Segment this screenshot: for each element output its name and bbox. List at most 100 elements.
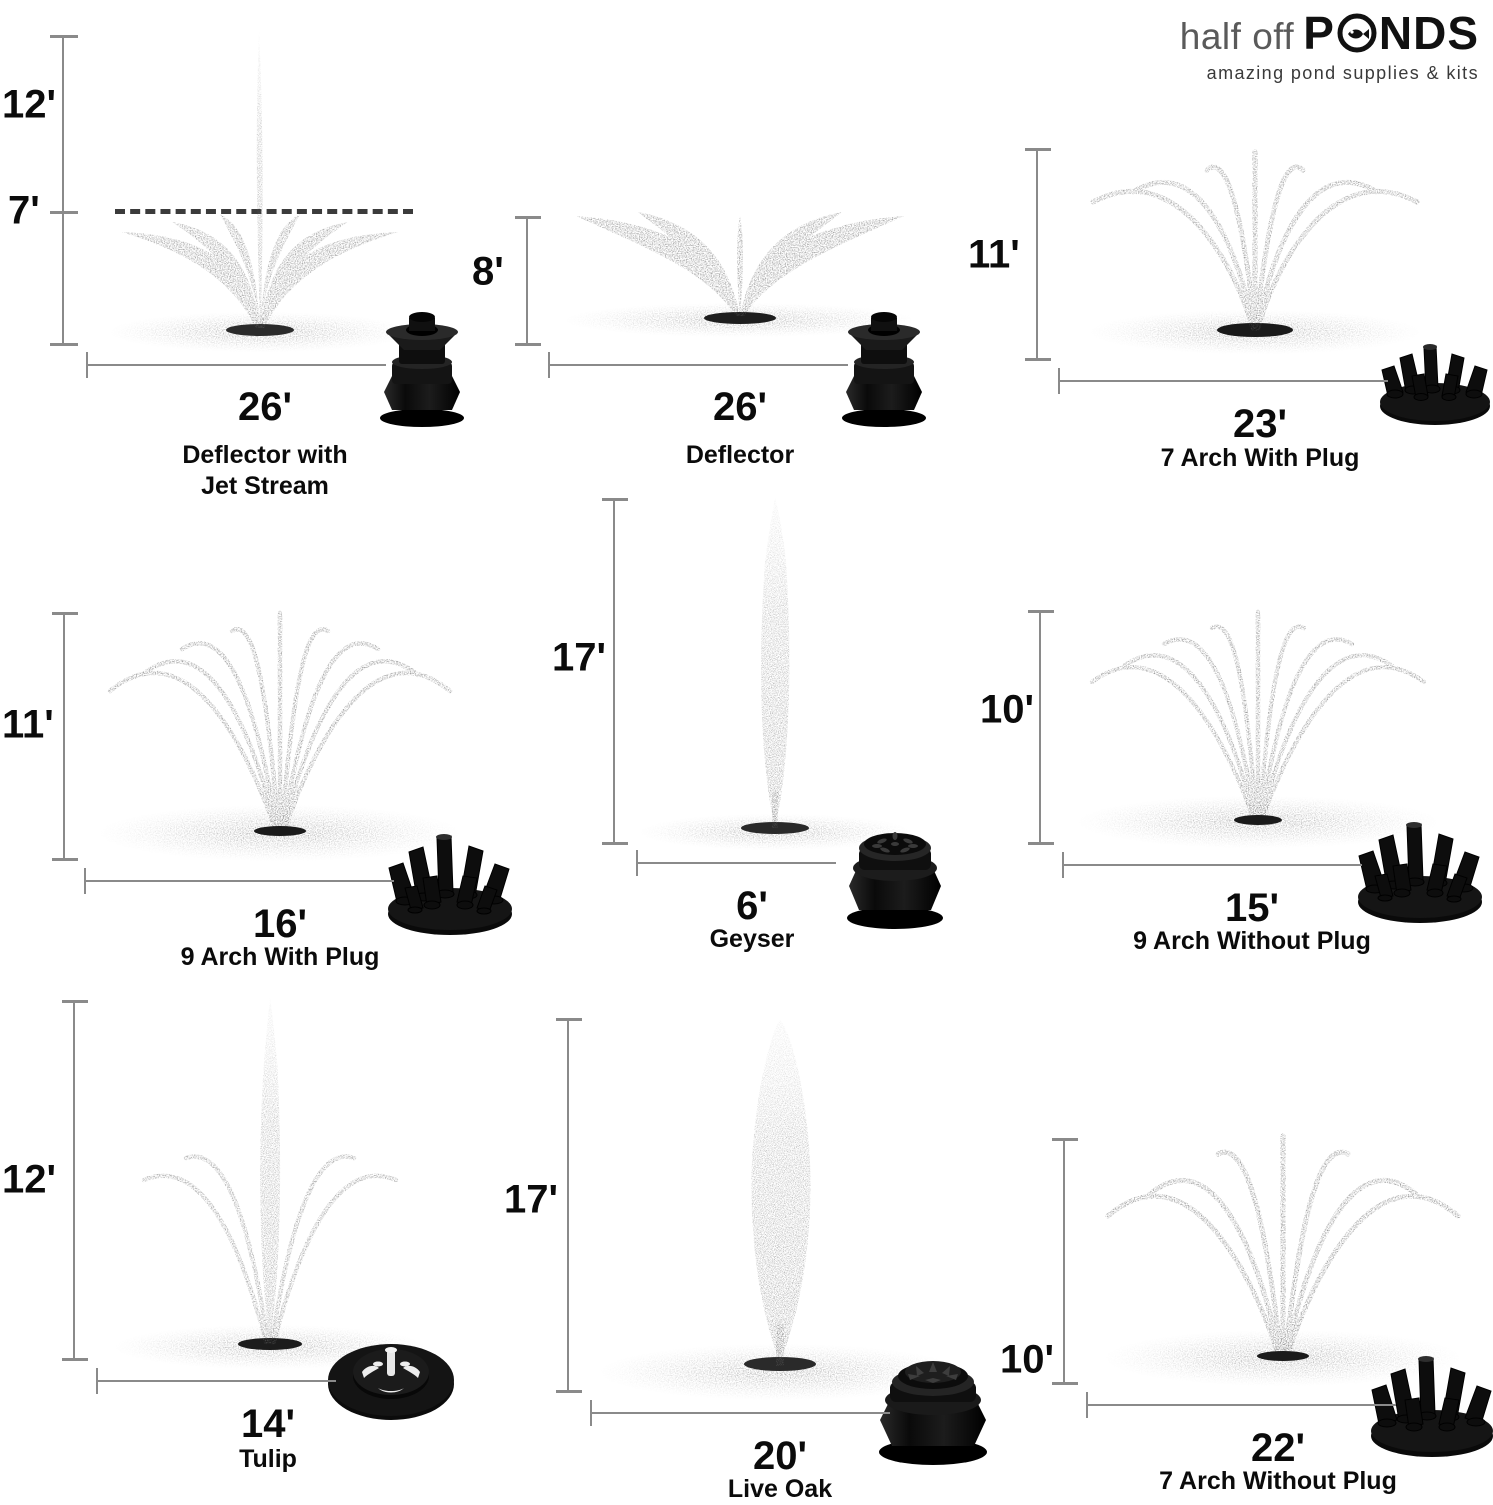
height-label: 12' — [2, 1157, 57, 1202]
pattern-name-line1: Geyser — [709, 925, 795, 953]
arch-nozzle-icon — [388, 834, 512, 935]
width-label: 20' — [752, 1434, 808, 1478]
live-oak-slots — [908, 1362, 958, 1383]
panel-deflector: 8' 26' Deflector — [470, 0, 950, 500]
pattern-name-line1: Deflector — [685, 441, 795, 469]
ruler-cap-bottom — [1052, 1382, 1078, 1385]
pattern-name-line1: 7 Arch With Plug — [1160, 444, 1360, 472]
height-ruler — [526, 216, 528, 345]
panel-9-arch-with-plug: 11' — [0, 580, 520, 980]
deflector-nozzle-icon — [380, 312, 464, 427]
height-ruler — [63, 612, 65, 860]
brand-name-thin: half off — [1179, 16, 1295, 57]
pattern-name-line1: Deflector with — [182, 441, 348, 469]
pattern-name: 7 Arch With Plug — [1161, 443, 1360, 474]
pattern-name: Tulip — [239, 1444, 297, 1475]
live-oak-nozzle-icon — [879, 1361, 987, 1465]
width-ruler — [84, 880, 394, 882]
geyser-slots — [872, 832, 918, 853]
height-ruler — [73, 1000, 75, 1360]
panel-deflector-jet-stream: 12' 7' 26' Deflector with — [0, 0, 480, 500]
pattern-name: 9 Arch Without Plug — [1133, 926, 1371, 957]
pattern-name-line1: 9 Arch Without Plug — [1133, 927, 1371, 955]
height-ruler — [1039, 610, 1041, 844]
ruler-cap-bottom — [62, 1358, 88, 1361]
height-ruler — [1036, 148, 1038, 360]
spray-pattern-deflector-jet-stream — [110, 32, 410, 352]
ruler-cap-mid — [50, 211, 78, 214]
width-ruler — [590, 1412, 890, 1414]
spray-pattern-geyser — [640, 498, 910, 850]
secondary-height-label: 7' — [8, 188, 40, 233]
panel-geyser: 17' 6' Geyser — [530, 480, 1010, 980]
height-label: 11' — [968, 232, 1020, 277]
pattern-name-line1: 9 Arch With Plug — [180, 943, 380, 971]
height-label: 11' — [2, 702, 54, 747]
pattern-name: Geyser — [710, 924, 795, 955]
deflector-nozzle-icon — [842, 312, 926, 427]
ruler-cap-bottom — [1028, 842, 1054, 845]
ruler-cap-bottom — [556, 1390, 582, 1393]
ruler-cap-top — [1052, 1138, 1078, 1141]
pattern-name-line1: 7 Arch Without Plug — [1159, 1467, 1397, 1495]
panel-9-arch-without-plug: 10' — [980, 580, 1493, 980]
ruler-cap-top — [62, 1000, 88, 1003]
tulip-nozzle-icon — [328, 1344, 454, 1420]
spray-pattern-9-arch-without-plug — [1078, 609, 1438, 848]
spray-pattern-9-arch-with-plug — [100, 610, 460, 861]
ruler-cap-bottom — [515, 343, 541, 346]
width-ruler — [1062, 864, 1362, 866]
ruler-cap-top — [556, 1018, 582, 1021]
panel-live-oak: 17' 20' Live Oak — [490, 1000, 1000, 1503]
pattern-name: 7 Arch Without Plug — [1159, 1466, 1397, 1497]
brand-wordmark: half off P NDS — [1180, 6, 1479, 60]
ruler-cap-top — [515, 216, 541, 219]
arch-nozzle-icon — [1358, 822, 1482, 923]
pattern-name-line1: Live Oak — [727, 1475, 833, 1503]
height-label: 17' — [504, 1177, 559, 1222]
pattern-name: Deflector with Jet Stream — [182, 440, 347, 501]
height-label: 8' — [472, 249, 504, 294]
height-label: 12' — [2, 82, 57, 127]
spray-pattern-tulip — [115, 998, 425, 1369]
brand-logo: half off P NDS amazing pond supplies & k… — [1180, 6, 1479, 84]
arch-nozzle-icon — [1380, 344, 1490, 425]
height-ruler — [1063, 1138, 1065, 1384]
width-label: 15' — [1224, 886, 1280, 930]
brand-tagline: amazing pond supplies & kits — [1206, 63, 1479, 83]
jet-stream-reference-line — [115, 209, 413, 214]
pattern-name-line1: Tulip — [239, 1445, 297, 1473]
ruler-cap-bottom — [52, 858, 78, 861]
spray-pattern-7-arch-with-plug — [1090, 149, 1420, 354]
panel-7-arch-with-plug: 11' 23' 7 Arch Wit — [960, 0, 1493, 500]
spray-pattern-deflector — [565, 212, 915, 337]
width-ruler — [1086, 1404, 1396, 1406]
ruler-cap-top — [602, 498, 628, 501]
spray-pattern-7-arch-without-plug — [1105, 1133, 1461, 1386]
height-label: 10' — [980, 687, 1035, 732]
height-ruler — [567, 1018, 569, 1392]
width-label: 26' — [712, 385, 768, 429]
panel-tulip: 12' 14' Tulip — [0, 980, 500, 1500]
pattern-name: 9 Arch With Plug — [181, 942, 380, 973]
width-ruler — [636, 862, 836, 864]
pattern-name: Deflector — [686, 440, 794, 471]
width-label: 26' — [237, 385, 293, 429]
height-label: 10' — [1000, 1337, 1055, 1382]
ruler-cap-bottom — [602, 842, 628, 845]
ruler-cap-top — [1028, 610, 1054, 613]
width-label: 23' — [1232, 402, 1288, 446]
width-ruler — [1058, 380, 1388, 382]
fish-in-o-icon — [1335, 11, 1379, 55]
ruler-cap-top — [52, 612, 78, 615]
height-ruler — [613, 498, 615, 844]
tulip-slots — [362, 1361, 420, 1393]
spray-pattern-live-oak — [600, 1020, 960, 1400]
pattern-name-line2: Jet Stream — [201, 471, 329, 500]
ruler-cap-bottom — [50, 343, 78, 346]
ruler-cap-top — [50, 35, 78, 38]
ruler-cap-top — [1025, 148, 1051, 151]
height-label: 17' — [552, 635, 607, 680]
panel-7-arch-without-plug: 10' 22' 7 Arch Wit — [990, 1100, 1493, 1500]
width-ruler — [96, 1380, 336, 1382]
